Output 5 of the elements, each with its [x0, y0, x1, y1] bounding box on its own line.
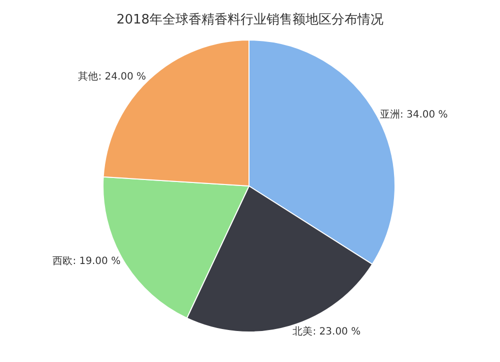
slice-label: 北美: 23.00 %	[292, 326, 361, 338]
slice-label: 其他: 24.00 %	[78, 70, 146, 82]
slice-label: 西欧: 19.00 %	[52, 256, 121, 268]
slice-label: 亚洲: 34.00 %	[380, 108, 448, 120]
chart-title: 2018年全球香精香料行业销售额地区分布情况	[116, 12, 384, 28]
